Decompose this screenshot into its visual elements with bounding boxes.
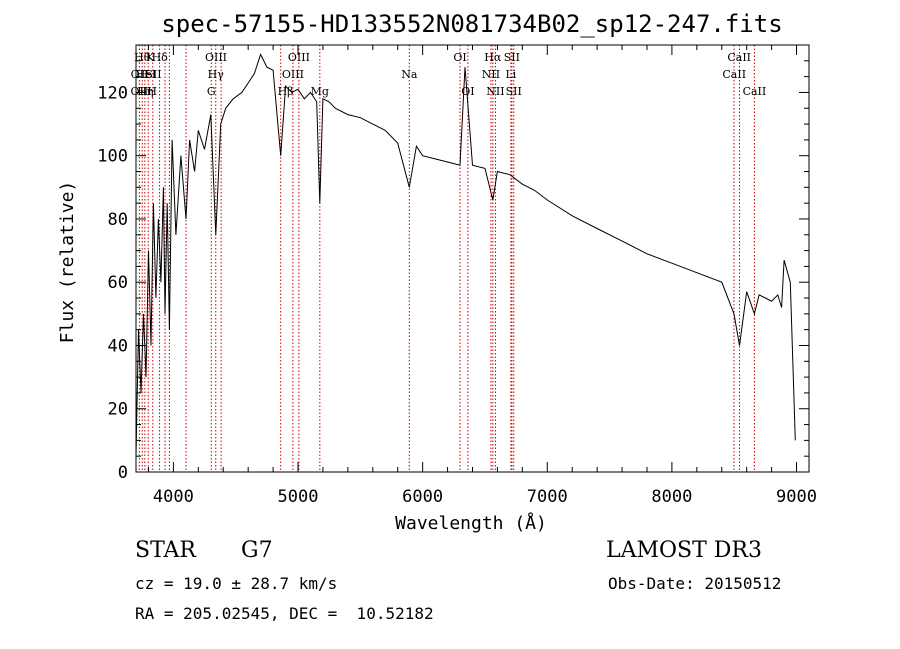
obs-date-text: Obs-Date: 20150512 — [608, 574, 782, 593]
y-tick-label: 0 — [118, 463, 128, 483]
class-label: STAR — [135, 538, 196, 563]
line-id-label: Mg — [311, 85, 329, 98]
y-tick-label: 40 — [108, 336, 128, 356]
line-id-label: OIII — [288, 51, 310, 64]
line-marker-group — [138, 45, 755, 472]
line-id-label: Hα — [484, 51, 502, 64]
line-id-label: OII — [131, 68, 149, 81]
line-id-label: NII — [486, 85, 504, 98]
axis-ticks: 4000 5000 6000 7000 8000 9000 0 20 40 60 80 100 120 — [97, 45, 817, 507]
line-id-label: Li — [505, 68, 516, 81]
y-tick-label: 20 — [108, 400, 128, 420]
line-id-label: HeI — [136, 68, 156, 81]
line-id-label: Hη — [137, 85, 153, 98]
x-axis-label: Wavelength (Å) — [395, 512, 547, 534]
x-tick-label: 7000 — [527, 487, 568, 507]
line-id-label: NII — [482, 68, 500, 81]
line-id-label: SII — [504, 51, 520, 64]
line-id-label: CaII — [727, 51, 751, 64]
line-id-label: OIII — [282, 68, 304, 81]
x-tick-label: 8000 — [651, 487, 692, 507]
y-tick-label: 80 — [108, 210, 128, 230]
line-id-label: H — [147, 85, 157, 98]
subclass-label: G7 — [241, 538, 273, 563]
redshift-text: cz = 19.0 ± 28.7 km/s — [135, 574, 338, 593]
line-id-label: Hγ — [208, 68, 225, 81]
coordinates-text: RA = 205.02545, DEC = 10.52182 — [135, 604, 434, 623]
y-axis-label: Flux (relative) — [57, 181, 78, 344]
survey-label: LAMOST DR3 — [606, 538, 762, 563]
line-id-label: SII — [145, 68, 161, 81]
line-id-label: G — [207, 85, 216, 98]
chart-title: spec-57155-HD133552N081734B02_sp12-247.f… — [161, 10, 782, 38]
x-tick-label: 6000 — [402, 487, 443, 507]
line-id-label: CaII — [743, 85, 767, 98]
line-id-label: Hδ — [152, 51, 169, 64]
line-id-label: SII — [506, 85, 522, 98]
y-tick-label: 100 — [97, 147, 128, 167]
line-id-label: OI — [461, 85, 474, 98]
line-id-label: OIII — [205, 51, 227, 64]
y-tick-label: 120 — [97, 83, 128, 103]
line-id-label: CaII — [722, 68, 746, 81]
line-id-label: OI — [453, 51, 466, 64]
x-tick-label: 5000 — [278, 487, 319, 507]
line-id-label: K — [146, 51, 155, 64]
plot-frame — [135, 44, 810, 473]
x-tick-label: 9000 — [776, 487, 817, 507]
x-tick-label: 4000 — [153, 487, 194, 507]
spectrum-line — [135, 53, 796, 457]
line-id-label: OII — [131, 85, 149, 98]
line-id-label: Na — [401, 68, 418, 81]
y-tick-label: 60 — [108, 273, 128, 293]
